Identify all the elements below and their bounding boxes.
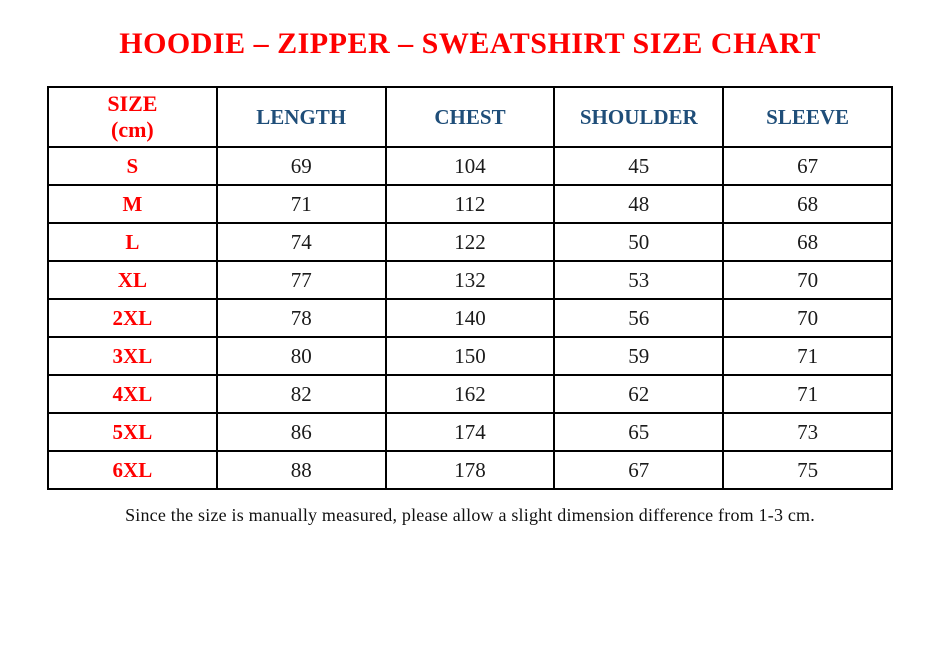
table-row: S 69 104 45 67 xyxy=(47,146,893,186)
table-header: SIZE (cm) LENGTH CHEST SHOULDER SLEEVE xyxy=(47,86,893,148)
measurement-cell: 68 xyxy=(722,184,893,224)
column-header-shoulder: SHOULDER xyxy=(553,86,725,148)
measurement-cell: 65 xyxy=(553,412,725,452)
stray-dot-mark: . xyxy=(476,23,480,38)
measurement-cell: 75 xyxy=(722,450,893,490)
page: . HOODIE – ZIPPER – SWEATSHIRT SIZE CHAR… xyxy=(0,23,940,526)
measurement-cell: 88 xyxy=(215,450,387,490)
table-row: 4XL 82 162 62 71 xyxy=(47,374,893,414)
size-cell: XL xyxy=(47,260,218,300)
table-row: M 71 112 48 68 xyxy=(47,184,893,224)
measurement-cell: 71 xyxy=(722,374,893,414)
table-body: S 69 104 45 67 M 71 112 48 68 L 74 122 5… xyxy=(47,146,893,490)
table-row: 3XL 80 150 59 71 xyxy=(47,336,893,376)
table-row: L 74 122 50 68 xyxy=(47,222,893,262)
measurement-cell: 86 xyxy=(215,412,387,452)
size-cell: S xyxy=(47,146,218,186)
size-chart-table: SIZE (cm) LENGTH CHEST SHOULDER SLEEVE S… xyxy=(47,86,893,490)
size-cell: 6XL xyxy=(47,450,218,490)
measurement-cell: 78 xyxy=(215,298,387,338)
measurement-cell: 48 xyxy=(553,184,725,224)
measurement-cell: 112 xyxy=(384,184,556,224)
measurement-cell: 68 xyxy=(722,222,893,262)
measurement-cell: 62 xyxy=(553,374,725,414)
size-cell: 3XL xyxy=(47,336,218,376)
measurement-cell: 53 xyxy=(553,260,725,300)
size-cell: M xyxy=(47,184,218,224)
column-header-chest: CHEST xyxy=(384,86,556,148)
size-cell: L xyxy=(47,222,218,262)
measurement-cell: 77 xyxy=(215,260,387,300)
table-row: 5XL 86 174 65 73 xyxy=(47,412,893,452)
measurement-cell: 174 xyxy=(384,412,556,452)
measurement-cell: 162 xyxy=(384,374,556,414)
column-header-size: SIZE (cm) xyxy=(47,86,218,148)
measurement-cell: 56 xyxy=(553,298,725,338)
measurement-cell: 50 xyxy=(553,222,725,262)
measurement-cell: 73 xyxy=(722,412,893,452)
measurement-cell: 70 xyxy=(722,298,893,338)
size-cell: 2XL xyxy=(47,298,218,338)
measurement-cell: 80 xyxy=(215,336,387,376)
measurement-cell: 45 xyxy=(553,146,725,186)
column-header-length: LENGTH xyxy=(215,86,387,148)
measurement-cell: 71 xyxy=(722,336,893,376)
table-row: XL 77 132 53 70 xyxy=(47,260,893,300)
measurement-cell: 67 xyxy=(722,146,893,186)
measurement-cell: 70 xyxy=(722,260,893,300)
size-cell: 4XL xyxy=(47,374,218,414)
measurement-cell: 178 xyxy=(384,450,556,490)
measurement-cell: 82 xyxy=(215,374,387,414)
measurement-cell: 69 xyxy=(215,146,387,186)
measurement-cell: 71 xyxy=(215,184,387,224)
table-row: 2XL 78 140 56 70 xyxy=(47,298,893,338)
footnote: Since the size is manually measured, ple… xyxy=(125,505,815,525)
measurement-cell: 122 xyxy=(384,222,556,262)
table-row: 6XL 88 178 67 75 xyxy=(47,450,893,490)
measurement-cell: 140 xyxy=(384,298,556,338)
column-header-sleeve: SLEEVE xyxy=(722,86,893,148)
measurement-cell: 59 xyxy=(553,336,725,376)
size-cell: 5XL xyxy=(47,412,218,452)
measurement-cell: 74 xyxy=(215,222,387,262)
measurement-cell: 104 xyxy=(384,146,556,186)
measurement-cell: 150 xyxy=(384,336,556,376)
page-title: HOODIE – ZIPPER – SWEATSHIRT SIZE CHART xyxy=(119,27,821,60)
measurement-cell: 67 xyxy=(553,450,725,490)
measurement-cell: 132 xyxy=(384,260,556,300)
header-row: SIZE (cm) LENGTH CHEST SHOULDER SLEEVE xyxy=(47,86,893,148)
